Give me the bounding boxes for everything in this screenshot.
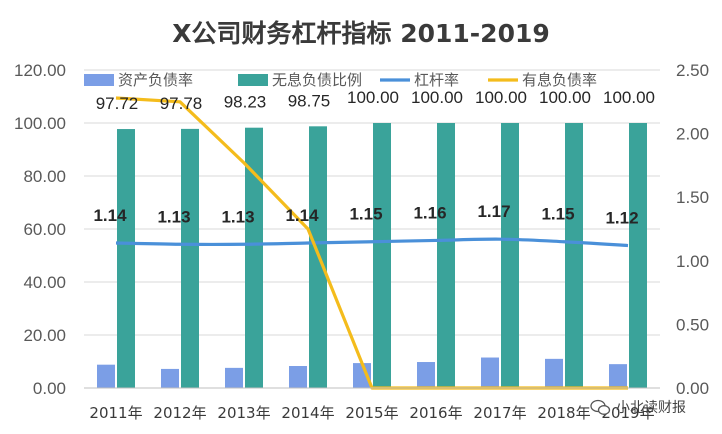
left-tick-label: 100.00 [14,114,66,133]
x-tick-label: 2011年 [89,404,142,422]
x-tick-label: 2015年 [345,404,398,422]
wechat-icon [590,399,611,415]
left-tick-label: 120.00 [14,61,66,80]
leverage-value-label: 1.14 [93,206,127,225]
x-axis: 2011年 2012年 2013年 2014年 2015年 2016年 2017年 2018年… [84,387,660,422]
x-tick-label: 2014年 [281,404,334,422]
left-tick-label: 80.00 [23,167,66,186]
gridlines [84,69,660,389]
right-y-axis: 0.00 0.50 1.00 1.50 2.00 2.50 [676,61,709,398]
asset-liability-bar [481,357,499,388]
bar-series [97,123,647,389]
data-labels: 97.72 97.78 98.23 98.75 100.00 100.00 100.00 10… [93,88,655,228]
right-tick-label: 1.00 [676,252,709,271]
x-tick-label: 2018年 [537,404,590,422]
non-interest-debt-bar [501,123,519,388]
asset-liability-bar [289,366,307,388]
leverage-value-label: 1.13 [221,207,254,226]
legend-label: 无息负债比例 [272,71,362,89]
legend-label: 有息负债率 [522,71,597,89]
right-tick-label: 0.50 [676,315,709,334]
legend-item: 资产负债率 [84,71,193,89]
legend-swatch [84,74,114,86]
bar-value-label: 100.00 [475,88,527,107]
non-interest-debt-bar [245,127,263,389]
legend-label: 杠杆率 [414,71,459,89]
legend: 资产负债率 无息负债比例 杠杆率 有息负债率 [84,71,597,89]
leverage-value-label: 1.14 [285,206,319,225]
left-tick-label: 40.00 [23,273,66,292]
leverage-value-label: 1.13 [157,207,190,226]
leverage-value-label: 1.15 [349,205,382,224]
bar-value-label: 100.00 [539,88,591,107]
x-tick-label: 2013年 [217,404,270,422]
bar-value-label: 97.78 [160,94,203,113]
asset-liability-bar [353,363,371,388]
non-interest-debt-bar [373,123,391,388]
legend-swatch [238,74,268,86]
legend-item: 杠杆率 [380,71,459,89]
bar-value-label: 100.00 [603,88,655,107]
bar-value-label: 98.75 [288,91,331,110]
bar-value-label: 97.72 [96,94,139,113]
non-interest-debt-bar [117,129,135,389]
asset-liability-bar [609,364,627,388]
asset-liability-bar [161,368,179,388]
asset-liability-bar [545,358,563,388]
leverage-value-label: 1.16 [413,203,446,222]
non-interest-debt-bar [437,123,455,388]
bar-value-label: 100.00 [347,88,399,107]
right-tick-label: 0.00 [676,379,709,398]
right-tick-label: 2.00 [676,125,709,144]
x-tick-label: 2016年 [409,404,462,422]
x-tick-label: 2017年 [473,404,526,422]
left-tick-label: 20.00 [23,326,66,345]
left-tick-label: 0.00 [33,379,66,398]
left-y-axis: 0.00 20.00 40.00 60.00 80.00 100.00 120.00 [14,61,66,398]
bar-value-label: 98.23 [224,93,267,112]
legend-label: 资产负债率 [118,71,193,89]
asset-liability-bar [225,367,243,388]
right-tick-label: 2.50 [676,61,709,80]
leverage-value-label: 1.15 [541,205,574,224]
x-tick-label: 2012年 [153,404,206,422]
legend-item: 有息负债率 [488,71,597,89]
left-tick-label: 60.00 [23,220,66,239]
non-interest-debt-bar [565,123,583,388]
x-tick-label: 2019年 [601,404,654,422]
chart-title: X公司财务杠杆指标 2011-2019 [172,19,550,48]
asset-liability-bar [97,364,115,388]
non-interest-debt-bar [629,123,647,388]
leverage-line [115,237,629,248]
legend-item: 无息负债比例 [238,71,362,89]
asset-liability-bar [417,362,435,388]
watermark: 小北读财报 [590,399,686,416]
bar-value-label: 100.00 [411,88,463,107]
non-interest-debt-bar [181,128,199,388]
leverage-value-label: 1.17 [477,202,510,221]
right-tick-label: 1.50 [676,188,709,207]
leverage-value-label: 1.12 [605,209,638,228]
watermark-text: 小北读财报 [616,399,686,416]
